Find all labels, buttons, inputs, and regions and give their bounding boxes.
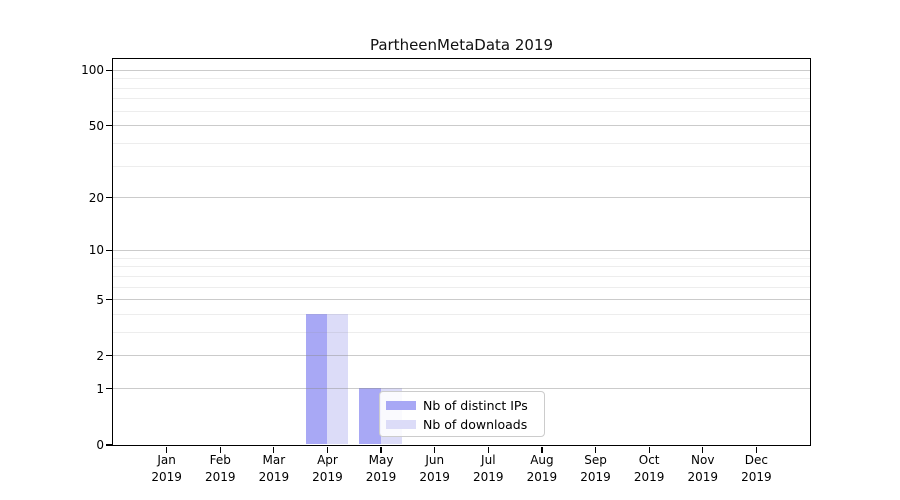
x-tick-month: Jun [425, 453, 445, 467]
y-tick-mark [105, 298, 112, 301]
x-tick-year: 2019 [419, 469, 450, 484]
x-tick-label: Mar 2019 [242, 452, 306, 485]
x-tick-year: 2019 [526, 469, 558, 484]
x-tick-month: Apr [317, 453, 338, 467]
x-tick-label: Dec 2019 [724, 452, 788, 485]
x-tick-label: Sep 2019 [564, 452, 628, 485]
major-gridline [112, 355, 810, 357]
x-tick-month: Mar [262, 453, 286, 467]
minor-gridline [112, 286, 810, 288]
y-tick-label: 2 [96, 348, 104, 363]
minor-gridline [112, 165, 810, 167]
legend-item-downloads: Nb of downloads [386, 415, 538, 434]
x-tick-year: 2019 [258, 469, 290, 484]
x-tick-month: Oct [638, 453, 660, 467]
legend-swatch-distinct-ips-icon [386, 400, 416, 411]
minor-gridline [112, 98, 810, 100]
y-tick-label: 1 [96, 381, 104, 396]
x-tick-label: Aug 2019 [510, 452, 574, 485]
bar-apr-distinct-ips [305, 313, 327, 445]
bar-may-distinct-ips [359, 388, 381, 445]
x-tick-label: Nov 2019 [671, 452, 735, 485]
x-tick-mark [166, 446, 168, 453]
x-tick-month: Feb [209, 453, 231, 467]
chart-title: PartheenMetaData 2019 [369, 36, 554, 54]
y-tick-mark [105, 355, 112, 357]
x-tick-year: 2019 [473, 469, 504, 484]
y-tick-label: 100 [81, 63, 104, 78]
x-tick-mark [755, 446, 757, 453]
minor-gridline [112, 332, 810, 333]
x-tick-year: 2019 [312, 469, 343, 484]
y-tick-label: 0 [96, 438, 104, 452]
x-tick-year: 2019 [365, 469, 397, 484]
x-tick-label: Jun 2019 [403, 452, 467, 485]
x-tick-month: Jan [157, 453, 176, 467]
y-tick-mark [105, 444, 112, 446]
x-tick-month: Jul [481, 453, 496, 467]
y-tick-mark [105, 125, 112, 127]
x-tick-label: Feb 2019 [188, 452, 252, 485]
x-tick-year: 2019 [633, 469, 665, 484]
x-tick-year: 2019 [580, 469, 611, 484]
x-tick-mark [273, 446, 275, 453]
x-tick-year: 2019 [204, 469, 236, 484]
x-tick-month: May [368, 453, 394, 467]
x-tick-year: 2019 [151, 469, 182, 484]
bar-apr-downloads [326, 313, 349, 445]
x-tick-mark [541, 446, 543, 453]
major-gridline [112, 388, 810, 390]
x-tick-month: Dec [744, 453, 768, 467]
x-tick-label: Jul 2019 [456, 452, 520, 485]
minor-gridline [112, 87, 810, 89]
x-tick-month: Sep [584, 453, 607, 467]
major-gridline [112, 249, 810, 251]
minor-gridline [112, 257, 810, 259]
x-tick-mark [594, 446, 597, 453]
x-tick-mark [219, 446, 221, 453]
x-tick-mark [380, 446, 382, 453]
legend-label-distinct-ips: Nb of distinct IPs [423, 398, 528, 413]
y-tick-label: 20 [88, 190, 104, 205]
x-tick-mark [648, 446, 650, 453]
legend-label-downloads: Nb of downloads [423, 417, 528, 432]
minor-gridline [112, 275, 810, 277]
x-tick-label: May 2019 [349, 452, 413, 485]
legend-swatch-downloads-icon [386, 419, 416, 430]
x-tick-mark [702, 446, 704, 453]
x-tick-month: Aug [530, 453, 554, 467]
x-tick-label: Jan 2019 [135, 452, 199, 485]
x-tick-label: Oct 2019 [617, 452, 681, 485]
y-tick-mark [105, 69, 112, 71]
x-tick-year: 2019 [741, 469, 772, 484]
legend: Nb of distinct IPs Nb of downloads [379, 391, 545, 437]
minor-gridline [112, 110, 810, 112]
y-tick-mark [105, 388, 112, 390]
x-tick-mark [326, 446, 329, 453]
major-gridline [112, 299, 810, 300]
minor-gridline [112, 313, 810, 315]
major-gridline [112, 197, 810, 199]
x-tick-label: Apr 2019 [295, 452, 359, 485]
y-tick-label: 5 [96, 292, 104, 307]
major-gridline [112, 69, 810, 71]
y-tick-mark [105, 197, 112, 199]
legend-item-distinct-ips: Nb of distinct IPs [386, 396, 538, 415]
minor-gridline [112, 143, 810, 144]
minor-gridline [112, 78, 810, 80]
y-tick-mark [105, 249, 112, 251]
x-tick-mark [487, 446, 489, 453]
x-tick-mark [434, 446, 436, 453]
x-tick-month: Nov [691, 453, 715, 467]
major-gridline [112, 125, 810, 127]
minor-gridline [112, 266, 810, 268]
y-tick-label: 50 [88, 118, 104, 133]
x-tick-year: 2019 [687, 469, 719, 484]
y-tick-label: 10 [88, 243, 104, 258]
